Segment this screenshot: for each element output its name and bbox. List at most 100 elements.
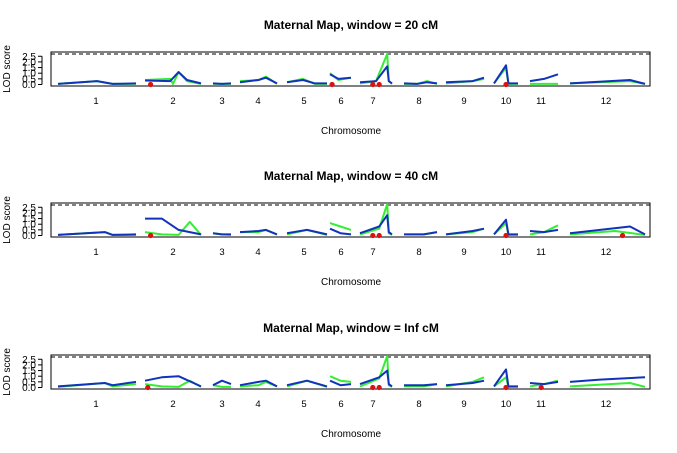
y-tick-label: 2.5 [22, 203, 36, 214]
plot-frame [50, 51, 651, 87]
chromosome-label: 7 [370, 247, 375, 258]
y-tick-label: 0.0 [22, 383, 36, 394]
series-line-chr-8 [404, 231, 438, 236]
series-line-chr-12 [569, 382, 646, 388]
series-line-chr-10 [493, 64, 518, 85]
panel-3: Maternal Map, window = Inf cM 0.00.51.01.… [2, 321, 651, 440]
peak-marker [148, 232, 154, 239]
series-line-chr-3 [212, 232, 231, 236]
y-tick-label: 0.5 [22, 225, 36, 236]
series-line-chr-10 [493, 368, 518, 388]
series-line-chr-4 [239, 228, 278, 236]
series-line-chr-10 [493, 218, 518, 236]
y-tick-label: 2.5 [22, 355, 36, 366]
series-line-chr-3 [212, 379, 232, 387]
chromosome-label: 6 [338, 96, 343, 107]
y-tick-label: 1.5 [22, 214, 36, 225]
series-line-chr-12 [569, 376, 646, 383]
panel-title: Maternal Map, window = 20 cM [264, 18, 438, 32]
peak-marker [503, 384, 509, 391]
peak-marker [376, 232, 382, 239]
series-line-chr-9 [445, 76, 485, 84]
chromosome-label: 6 [338, 247, 343, 258]
chromosome-label: 4 [255, 247, 260, 258]
series-line-chr-7 [359, 214, 393, 236]
chromosome-label: 1 [93, 399, 98, 410]
peak-marker [370, 81, 376, 88]
chromosome-label: 6 [338, 399, 343, 410]
peak-marker [619, 232, 626, 239]
peak-marker [145, 384, 151, 391]
series-line-chr-9 [445, 379, 485, 387]
chromosome-label: 4 [255, 96, 260, 107]
chromosome-label: 2 [170, 96, 175, 107]
chromosome-label: 8 [416, 96, 421, 107]
y-tick-label: 1.0 [22, 220, 36, 231]
plot-frame [50, 202, 651, 238]
chromosome-label: 8 [416, 247, 421, 258]
chromosome-label: 8 [416, 399, 421, 410]
chromosome-label: 12 [601, 247, 612, 258]
y-tick-label: 0.0 [22, 80, 36, 91]
y-tick-label: 2.5 [22, 52, 36, 63]
x-axis-label: Chromosome [321, 277, 381, 288]
series-2 [57, 368, 646, 388]
chromosome-label: 9 [461, 96, 466, 107]
chromosome-label: 2 [170, 399, 175, 410]
series-line-chr-2 [144, 220, 202, 236]
chromosome-label: 9 [461, 399, 466, 410]
series-line-chr-6 [329, 222, 352, 231]
series-1 [57, 53, 646, 85]
series-line-chr-5 [286, 228, 328, 236]
peak-marker [329, 81, 335, 88]
peak-marker [376, 81, 382, 88]
y-tick-label: 1.5 [22, 366, 36, 377]
series-line-chr-9 [445, 227, 485, 236]
chromosome-label: 5 [301, 247, 306, 258]
chromosome-label: 10 [501, 399, 512, 410]
chromosome-label: 5 [301, 96, 306, 107]
chromosome-label: 7 [370, 96, 375, 107]
plot-frame [50, 354, 651, 390]
peak-marker [148, 81, 154, 88]
series-2 [57, 214, 646, 236]
peak-marker [538, 384, 544, 391]
y-tick-label: 1.5 [22, 63, 36, 74]
chromosome-label: 7 [370, 399, 375, 410]
y-tick-label: 2.0 [22, 208, 36, 219]
y-axis-label: LOD score [2, 196, 13, 244]
series-line-chr-6 [329, 73, 352, 80]
peak-marker [503, 232, 509, 239]
y-tick-label: 1.0 [22, 69, 36, 80]
chromosome-label: 11 [536, 247, 546, 258]
chromosome-label: 4 [255, 399, 260, 410]
peak-marker [376, 384, 382, 391]
series-line-chr-1 [57, 380, 137, 388]
x-axis-label: Chromosome [321, 429, 381, 440]
chromosome-label: 5 [301, 399, 306, 410]
peak-marker [370, 232, 376, 239]
chromosome-label: 12 [601, 399, 612, 410]
chromosome-label: 1 [93, 96, 98, 107]
series-line-chr-6 [329, 227, 352, 236]
series-line-chr-11 [529, 73, 559, 83]
series-line-chr-7 [359, 65, 393, 85]
y-tick-label: 2.0 [22, 57, 36, 68]
series-line-chr-6 [329, 379, 352, 387]
y-axis-label: LOD score [2, 45, 13, 93]
y-axis-label: LOD score [2, 348, 13, 396]
chromosome-label: 3 [219, 399, 224, 410]
y-tick-label: 0.0 [22, 231, 36, 242]
chromosome-label: 2 [170, 247, 175, 258]
chromosome-label: 11 [536, 96, 546, 107]
chromosome-label: 10 [501, 96, 512, 107]
series-line-chr-12 [569, 79, 646, 85]
series-line-chr-4 [239, 379, 278, 388]
series-line-chr-5 [286, 79, 327, 85]
series-line-chr-5 [286, 379, 328, 388]
series-line-chr-4 [239, 76, 278, 85]
chromosome-label: 3 [219, 247, 224, 258]
series-line-chr-2 [144, 375, 202, 388]
series-line-chr-1 [57, 80, 137, 85]
series-line-chr-2 [144, 71, 202, 85]
